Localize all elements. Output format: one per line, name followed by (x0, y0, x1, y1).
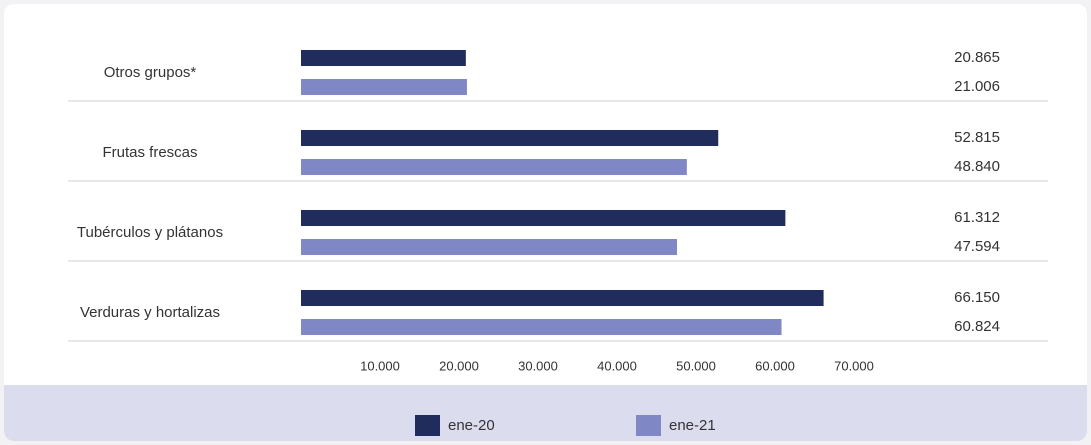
category-label: Frutas frescas (102, 144, 197, 161)
legend-swatch (415, 415, 440, 436)
legend-swatch (636, 415, 661, 436)
bar (301, 79, 467, 95)
value-label: 66.150 (954, 289, 1000, 306)
value-label: 61.312 (954, 209, 1000, 226)
bar (301, 130, 719, 146)
bar (301, 159, 687, 175)
bar (301, 239, 677, 255)
x-tick-label: 60.000 (755, 358, 795, 373)
value-label: 47.594 (954, 238, 1000, 255)
x-tick-label: 10.000 (360, 358, 400, 373)
category-label: Otros grupos* (104, 64, 197, 81)
bar (301, 290, 824, 306)
legend-label: ene-20 (448, 417, 495, 434)
x-tick-label: 40.000 (597, 358, 637, 373)
value-label: 48.840 (954, 158, 1000, 175)
legend-band (4, 385, 1087, 441)
value-label: 20.865 (954, 49, 1000, 66)
value-label: 21.006 (954, 78, 1000, 95)
bar (301, 319, 782, 335)
value-label: 52.815 (954, 129, 1000, 146)
bar (301, 210, 786, 226)
category-label: Verduras y hortalizas (80, 304, 220, 321)
category-label: Tubérculos y plátanos (77, 224, 223, 241)
value-label: 60.824 (954, 318, 1000, 335)
x-tick-label: 20.000 (439, 358, 479, 373)
x-tick-label: 70.000 (834, 358, 874, 373)
bar (301, 50, 466, 66)
legend-label: ene-21 (669, 417, 716, 434)
x-tick-label: 50.000 (676, 358, 716, 373)
x-tick-label: 30.000 (518, 358, 558, 373)
